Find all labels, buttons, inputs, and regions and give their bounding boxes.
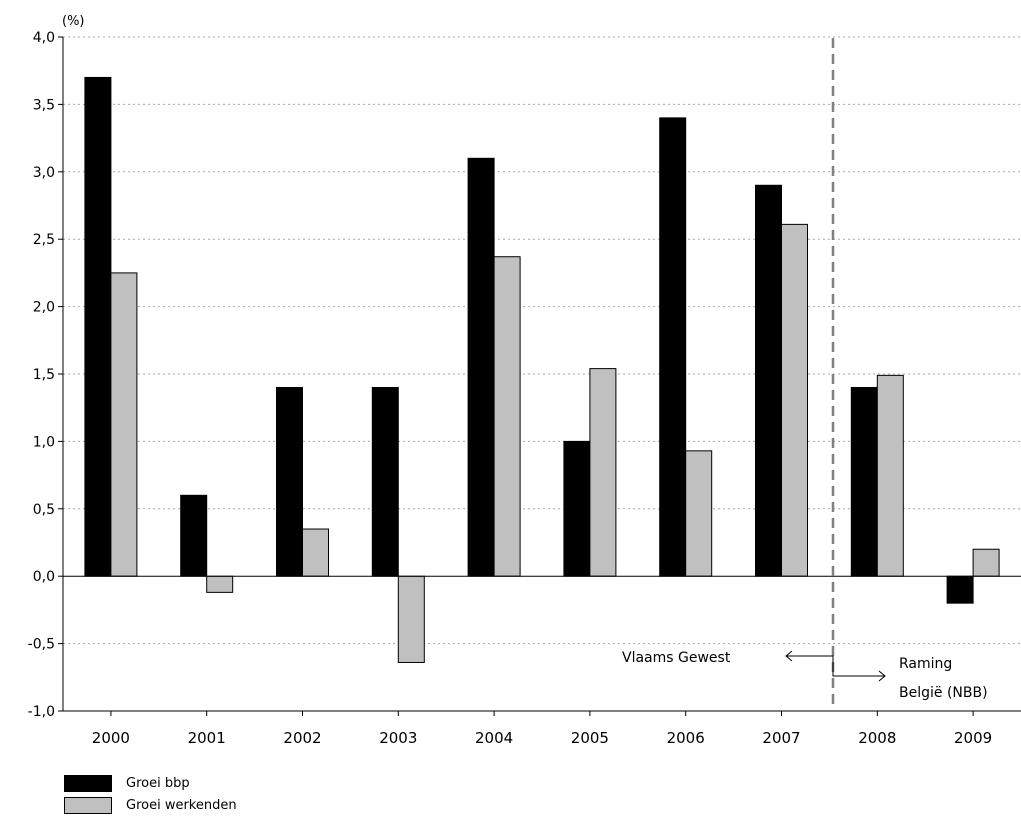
legend-label: Groei bbp <box>126 775 190 791</box>
bar-groei-bbp-2002 <box>276 386 303 577</box>
bar-groei-bbp-2006 <box>659 117 687 577</box>
x-tick-label: 2003 <box>379 729 417 747</box>
x-tick-label: 2009 <box>954 729 992 747</box>
x-tick-label: 2005 <box>571 729 609 747</box>
bar-groei-bbp-2003 <box>371 386 399 577</box>
bar-groei-bbp-2005 <box>563 440 591 577</box>
legend-item-groei-werkenden: Groei werkenden <box>64 794 237 816</box>
x-tick-label: 2000 <box>92 729 130 747</box>
y-tick-label: 2,0 <box>33 300 55 316</box>
annotation-vlaams-gewest: Vlaams Gewest <box>622 650 731 666</box>
bar-groei-werkenden-2007 <box>781 223 808 577</box>
legend: Groei bbp Groei werkenden <box>64 772 237 816</box>
y-tick-label: -0,5 <box>28 637 55 653</box>
bar-groei-werkenden-2003 <box>397 575 425 663</box>
bar-groei-bbp-2009 <box>946 575 974 604</box>
x-tick-labels: 2000 2001 2002 2003 2004 2005 2006 2007 2008 2009 <box>92 729 992 747</box>
x-tick-label: 2001 <box>188 729 226 747</box>
y-tick-label: 0,0 <box>33 569 55 585</box>
y-tick-labels: -1,0 -0,5 0,0 0,5 1,0 1,5 2,0 2,5 3,0 3,5 4,0 <box>28 30 55 720</box>
bar-groei-werkenden-2006 <box>685 450 713 577</box>
bar-chart: -1,0 -0,5 0,0 0,5 1,0 1,5 2,0 2,5 3,0 3,5 4,0 2000… <box>28 14 1021 747</box>
annotation-belgie-nbb: België (NBB) <box>899 685 988 701</box>
bars <box>84 76 1000 663</box>
y-tick-label: -1,0 <box>28 704 55 720</box>
y-tick-label: 1,5 <box>33 367 55 383</box>
y-tick-label: 3,5 <box>33 97 55 113</box>
bar-groei-werkenden-2000 <box>110 272 138 577</box>
legend-swatch-black <box>64 774 112 792</box>
y-unit-label: (%) <box>62 14 85 29</box>
legend-label: Groei werkenden <box>126 797 237 813</box>
bar-groei-werkenden-2001 <box>206 575 234 593</box>
y-tick-label: 1,0 <box>33 434 55 450</box>
legend-item-groei-bbp: Groei bbp <box>64 772 237 794</box>
x-tick-label: 2004 <box>475 729 513 747</box>
bar-groei-werkenden-2004 <box>493 256 521 577</box>
bar-groei-bbp-2001 <box>180 494 208 577</box>
bar-groei-werkenden-2005 <box>589 368 617 577</box>
bar-groei-bbp-2008 <box>850 386 878 577</box>
bar-groei-werkenden-2002 <box>302 528 329 577</box>
arrow-left-icon <box>785 650 886 682</box>
x-tick-label: 2007 <box>762 729 800 747</box>
bar-groei-bbp-2007 <box>755 184 782 577</box>
bar-groei-werkenden-2008 <box>876 374 904 577</box>
bar-groei-werkenden-2009 <box>972 548 1000 577</box>
y-tick-label: 3,0 <box>33 165 55 181</box>
axes <box>58 36 1021 716</box>
annotation-raming: Raming <box>899 656 952 672</box>
bar-groei-bbp-2000 <box>84 76 112 577</box>
bar-groei-bbp-2004 <box>467 157 495 577</box>
legend-swatch-grey <box>64 796 112 814</box>
x-tick-label: 2008 <box>858 729 896 747</box>
y-tick-label: 4,0 <box>33 30 55 46</box>
y-tick-label: 2,5 <box>33 232 55 248</box>
x-tick-label: 2006 <box>667 729 705 747</box>
x-tick-label: 2002 <box>283 729 321 747</box>
y-tick-label: 0,5 <box>33 502 55 518</box>
